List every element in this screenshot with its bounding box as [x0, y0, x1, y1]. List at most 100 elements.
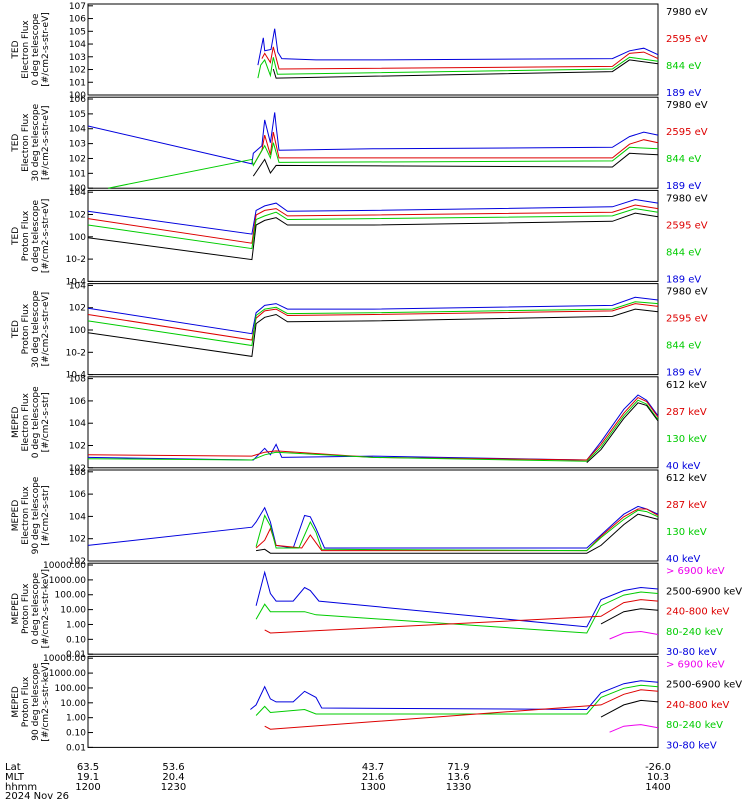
series-line [609, 724, 659, 733]
y-tick-label: 10.00 [60, 606, 86, 616]
legend-entry: 80-240 keV [666, 720, 723, 731]
y-axis-label: TEDElectron Flux30 deg telescope[#/cm2-s… [11, 103, 51, 181]
x-tick-label: 1400 [645, 782, 670, 793]
series-line [87, 505, 659, 549]
legend-entry: 844 eV [666, 61, 701, 72]
legend-entry: 80-240 keV [666, 627, 723, 638]
panel-frame [87, 3, 659, 96]
y-tick-label: 10.00 [60, 699, 86, 709]
y-tick-label: 108 [69, 375, 86, 385]
x-tick-label: -26.0 [645, 762, 671, 773]
series-line [87, 396, 659, 461]
series-line [272, 59, 659, 79]
y-tick-label: 102 [69, 154, 86, 164]
y-tick-label: 100.00 [55, 591, 87, 601]
legend-entry: 2595 eV [666, 127, 708, 138]
legend-entry: 2500-6900 keV [666, 680, 742, 691]
legend-entry: 130 keV [666, 527, 707, 538]
y-tick-label: 1000.00 [49, 669, 86, 679]
x-tick-label: 63.5 [77, 762, 99, 773]
legend-entry: 189 eV [666, 181, 701, 192]
y-axis-label-line: TED [11, 134, 21, 153]
panel-3: 10-4 10-2 100 102 104 TEDProton Flux0 deg tel… [11, 188, 708, 287]
x-tick-label: 53.6 [162, 762, 184, 773]
x-tick-label: 21.6 [362, 772, 384, 783]
x-tick-label: 1230 [161, 782, 186, 793]
y-tick-label: 100.00 [55, 684, 87, 694]
series-line [87, 212, 659, 261]
legend-entry: 844 eV [666, 154, 701, 165]
series-line [255, 570, 659, 628]
y-tick-label: 104 [69, 512, 86, 522]
panel-frame [87, 96, 659, 189]
panel-frame [87, 469, 659, 562]
y-tick-label: 100 [69, 184, 86, 194]
panel-frame [87, 283, 659, 376]
series-line [264, 599, 659, 634]
y-tick-label: 106 [69, 490, 86, 500]
y-tick-label: 0.10 [66, 729, 86, 739]
y-axis-label-line: 30 deg telescope [31, 290, 41, 368]
x-tick-label: 13.6 [447, 772, 469, 783]
y-tick-label: 101 [69, 169, 86, 179]
panel-5: 102 102 104 106 108 MEPEDElectron Flux0 deg t… [11, 375, 707, 474]
y-tick-label: 105 [69, 110, 86, 120]
series-line [87, 394, 659, 461]
legend-entry: 844 eV [666, 247, 701, 258]
y-tick-label: 10-4 [66, 277, 87, 287]
y-tick-label: 0.10 [66, 635, 86, 645]
legend-entry: 2595 eV [666, 34, 708, 45]
legend-entry: 30-80 keV [666, 740, 717, 751]
y-axis-label-line: 0 deg telescope [31, 13, 41, 85]
legend-entry: 7980 eV [666, 100, 708, 111]
y-tick-label: 1000.00 [49, 576, 86, 586]
y-tick-label: 102 [69, 442, 86, 452]
y-axis-label-line: [#/cm2-s-str-keV] [41, 569, 51, 648]
y-tick-label: 10000.00 [43, 561, 86, 571]
date-label: 2024 Nov 26 [5, 791, 69, 800]
y-tick-label: 103 [69, 140, 86, 150]
series-line [600, 608, 659, 625]
y-axis-label-line: Electron Flux [21, 392, 31, 451]
y-axis-label-line: Electron Flux [21, 113, 31, 172]
y-tick-label: 10-4 [66, 371, 87, 381]
y-tick-label: 104 [69, 281, 86, 291]
y-axis-label-line: TED [11, 227, 21, 246]
y-axis-label-line: [#/cm2-s-str-eV] [41, 12, 51, 87]
y-tick-label: 104 [69, 188, 86, 198]
legend-entry: 7980 eV [666, 287, 708, 298]
y-axis-label-line: Proton Flux [21, 210, 31, 261]
series-line [255, 509, 659, 552]
series-line [264, 689, 659, 730]
series-line [87, 308, 659, 357]
panel-frame [87, 376, 659, 469]
series-line [87, 399, 659, 462]
y-axis-label-line: MEPED [11, 406, 21, 438]
y-tick-label: 102 [69, 211, 86, 221]
y-axis-label-line: MEPED [11, 686, 21, 718]
y-tick-label: 1.00 [66, 714, 86, 724]
series-line [256, 513, 659, 554]
y-tick-label: 1.00 [66, 620, 86, 630]
legend-entry: 30-80 keV [666, 647, 717, 658]
series-line [87, 112, 659, 165]
y-axis-label-line: 90 deg telescope [31, 663, 41, 741]
series-line [107, 142, 659, 189]
y-tick-label: 101 [69, 78, 86, 88]
y-axis-label-line: Proton Flux [21, 583, 31, 634]
y-tick-label: 102 [69, 66, 86, 76]
x-tick-label: 20.4 [162, 772, 184, 783]
series-line [87, 296, 659, 335]
series-line [255, 684, 659, 716]
y-axis-label-line: Proton Flux [21, 676, 31, 727]
y-axis-label-line: 30 deg telescope [31, 103, 41, 181]
legend-entry: > 6900 keV [666, 659, 725, 670]
hhmm-row-label: hhmm [5, 782, 37, 793]
legend-entry: 287 keV [666, 407, 707, 418]
panel-2: 100 101 102 103 104 105 106 TEDElectron Flux30 … [11, 95, 708, 194]
legend-entry: 287 keV [666, 500, 707, 511]
series-line [250, 680, 659, 711]
series-line [586, 402, 659, 463]
y-axis-label: MEPEDProton Flux0 deg telescope[#/cm2-s-… [11, 569, 51, 648]
